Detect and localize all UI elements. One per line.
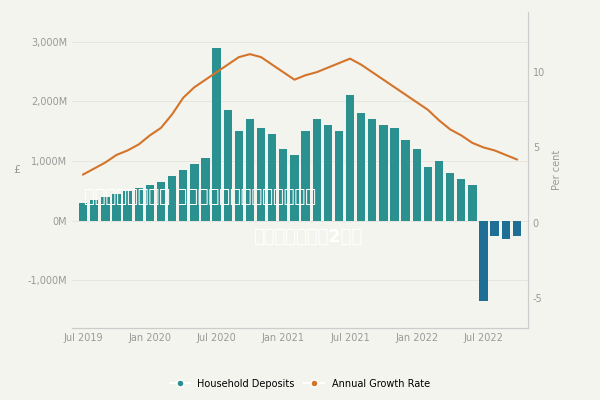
Bar (101, 197, 110, 221)
Bar (146, 185, 154, 221)
Bar (79, 203, 87, 221)
Bar (279, 149, 287, 221)
Bar (257, 128, 265, 221)
Y-axis label: Per cent: Per cent (552, 150, 562, 190)
Bar (435, 161, 443, 221)
Bar (134, 188, 143, 221)
Bar (401, 140, 410, 221)
Bar (513, 221, 521, 236)
Bar (479, 221, 488, 301)
Bar (413, 149, 421, 221)
Bar (424, 167, 432, 221)
Bar (379, 125, 388, 221)
Bar (168, 176, 176, 221)
Bar (157, 182, 165, 221)
Bar (468, 185, 476, 221)
Bar (290, 155, 299, 221)
Text: 配资杠杆平台好吗 字节跳动张一鸣、梁汝波共同: 配资杠杆平台好吗 字节跳动张一鸣、梁汝波共同 (84, 188, 316, 206)
Bar (179, 170, 187, 221)
Text: 向南开大学捐费2亿元: 向南开大学捐费2亿元 (253, 228, 362, 246)
Legend: Household Deposits, Annual Growth Rate: Household Deposits, Annual Growth Rate (166, 375, 434, 393)
Bar (235, 131, 243, 221)
Bar (457, 179, 466, 221)
Bar (124, 191, 132, 221)
Bar (301, 131, 310, 221)
Bar (246, 119, 254, 221)
Bar (224, 110, 232, 221)
Bar (346, 96, 354, 221)
Bar (502, 221, 510, 238)
Bar (368, 119, 376, 221)
Y-axis label: £: £ (13, 165, 20, 175)
Bar (391, 128, 399, 221)
Bar (323, 125, 332, 221)
Bar (90, 200, 98, 221)
Bar (335, 131, 343, 221)
Bar (268, 134, 277, 221)
Bar (313, 119, 321, 221)
Bar (190, 164, 199, 221)
Bar (357, 113, 365, 221)
Bar (490, 221, 499, 236)
Bar (201, 158, 209, 221)
Bar (212, 48, 221, 221)
Bar (446, 173, 454, 221)
Bar (112, 194, 121, 221)
